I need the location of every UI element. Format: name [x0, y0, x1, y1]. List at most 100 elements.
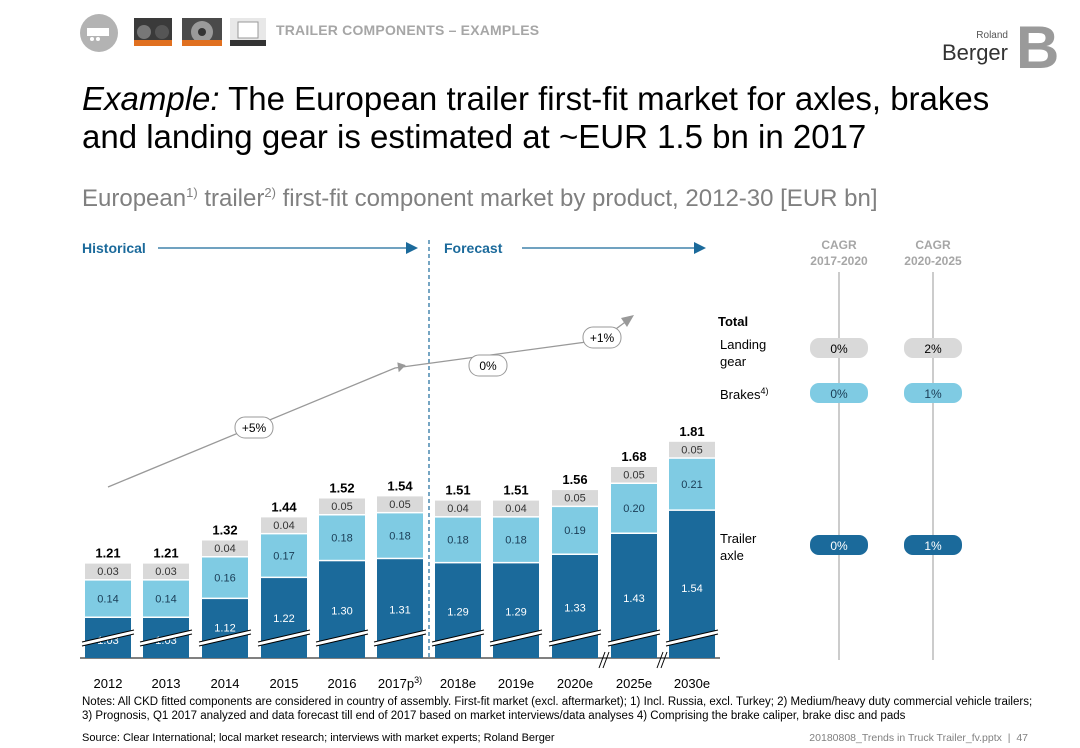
legend-landing-gear: gear	[720, 354, 747, 369]
axis-break-line	[81, 633, 135, 647]
axis-break-line	[607, 633, 661, 647]
growth-annotation-label: 0%	[479, 359, 497, 373]
data-label-landing-gear: 0.05	[389, 499, 410, 511]
historical-arrow-head	[406, 242, 418, 254]
data-label-total: 1.51	[445, 483, 470, 498]
axis-break-band	[490, 630, 542, 646]
axis-break-band	[82, 630, 134, 646]
x-tick-label: 2030e	[674, 676, 710, 691]
forecast-arrow-head	[694, 242, 706, 254]
x-tick-superscript: 3)	[414, 675, 422, 685]
data-label-trailer-axle: 1.31	[389, 605, 410, 617]
data-label-brakes: 0.20	[623, 503, 644, 515]
x-axis-break-mark	[598, 651, 606, 669]
cagr-header: 2017-2020	[810, 254, 868, 268]
x-axis-break-mark	[656, 651, 664, 669]
axis-break-band	[666, 630, 718, 646]
growth-trend-line	[107, 319, 629, 488]
axis-break-band	[199, 630, 251, 646]
data-label-total: 1.21	[153, 546, 178, 561]
bar-segment-brakes	[143, 580, 189, 617]
cagr-brakes-value: 0%	[830, 387, 848, 401]
axis-break-line	[139, 629, 193, 643]
historical-label: Historical	[82, 240, 146, 256]
bar-segment-landing-gear	[261, 517, 307, 533]
subtitle-sup: 1)	[186, 185, 198, 200]
bar-segment-brakes	[611, 484, 657, 533]
data-label-trailer-axle: 1.12	[214, 622, 235, 634]
bar-segment-brakes	[552, 507, 598, 554]
subtitle-sup: 2)	[264, 185, 276, 200]
data-label-landing-gear: 0.03	[155, 566, 176, 578]
bar-segment-trailer-axle	[202, 599, 248, 658]
cagr-landing-gear-value: 2%	[924, 342, 942, 356]
bar-segment-landing-gear	[202, 540, 248, 556]
axis-break-line	[489, 629, 543, 643]
bar-segment-landing-gear	[435, 500, 481, 517]
growth-annotation-label: +1%	[590, 331, 615, 345]
bar-segment-brakes	[493, 517, 539, 562]
x-tick-label: 2018e	[440, 676, 476, 691]
axis-break-line	[198, 633, 252, 647]
axis-break-line	[548, 629, 602, 643]
data-label-trailer-axle: 1.29	[505, 606, 526, 618]
axis-break-band	[432, 630, 484, 646]
bar-segment-landing-gear	[669, 441, 715, 458]
x-tick-label: 2014	[211, 676, 240, 691]
axis-break-line	[665, 633, 719, 647]
data-label-trailer-axle: 1.33	[564, 603, 585, 615]
x-axis-break-mark	[660, 651, 668, 669]
axis-break-line	[373, 633, 427, 647]
axle-photo-icon	[134, 18, 172, 46]
bar-segment-landing-gear	[377, 496, 423, 512]
bar-segment-brakes	[377, 513, 423, 558]
logo-big-text: Berger	[941, 40, 1008, 65]
data-label-total: 1.54	[387, 478, 413, 493]
data-label-landing-gear: 0.03	[97, 566, 118, 578]
data-label-trailer-axle: 1.29	[447, 606, 468, 618]
data-label-landing-gear: 0.05	[681, 444, 702, 456]
data-label-total: 1.52	[329, 481, 354, 496]
bar-segment-landing-gear	[552, 490, 598, 506]
axis-break-line	[315, 629, 369, 643]
axis-break-line	[431, 629, 485, 643]
data-label-total: 1.21	[95, 546, 120, 561]
x-tick-label: 2012	[94, 676, 123, 691]
brake-disc-photo-icon	[182, 18, 222, 46]
growth-annotation-bubble	[582, 326, 622, 349]
axis-break-line	[139, 633, 193, 647]
axis-break-band	[316, 630, 368, 646]
bar-segment-brakes	[202, 557, 248, 598]
landing-gear-photo-icon	[230, 18, 266, 46]
cagr-landing-gear-value: 0%	[830, 342, 848, 356]
legend-trailer-axle: Trailer	[720, 531, 757, 546]
axis-break-line	[315, 633, 369, 647]
header-icons	[80, 14, 266, 52]
axis-break-line	[257, 629, 311, 643]
legend-landing-gear: Landing	[720, 337, 766, 352]
bar-segment-brakes	[669, 458, 715, 510]
bar-segment-brakes	[319, 515, 365, 560]
bar-segment-landing-gear	[319, 498, 365, 514]
data-label-total: 1.81	[679, 424, 704, 439]
x-tick-label: 2019e	[498, 676, 534, 691]
axis-break-band	[374, 630, 426, 646]
chart-subtitle: European1) trailer2) first-fit component…	[82, 185, 878, 213]
cagr-trailer-axle-pill	[810, 535, 868, 555]
data-label-brakes: 0.21	[681, 479, 702, 491]
notes-text: Notes: All CKD fitted components are con…	[82, 696, 1033, 722]
axis-break-line	[607, 629, 661, 643]
cagr-landing-gear-pill	[810, 338, 868, 358]
axis-break-line	[665, 629, 719, 643]
bar-segment-landing-gear	[143, 563, 189, 580]
data-label-brakes: 0.16	[214, 572, 235, 584]
growth-trend-arrowhead	[621, 315, 634, 327]
data-label-trailer-axle: 1.30	[331, 605, 352, 617]
data-label-landing-gear: 0.04	[273, 520, 294, 532]
page-title: Example: The European trailer first-fit …	[82, 80, 1022, 156]
footer-file-name: 20180808_Trends in Truck Trailer_fv.pptx	[809, 732, 1002, 744]
legend-total: Total	[718, 314, 748, 329]
cagr-trailer-axle-value: 1%	[924, 539, 942, 553]
forecast-label: Forecast	[444, 240, 503, 256]
cagr-trailer-axle-pill	[904, 535, 962, 555]
